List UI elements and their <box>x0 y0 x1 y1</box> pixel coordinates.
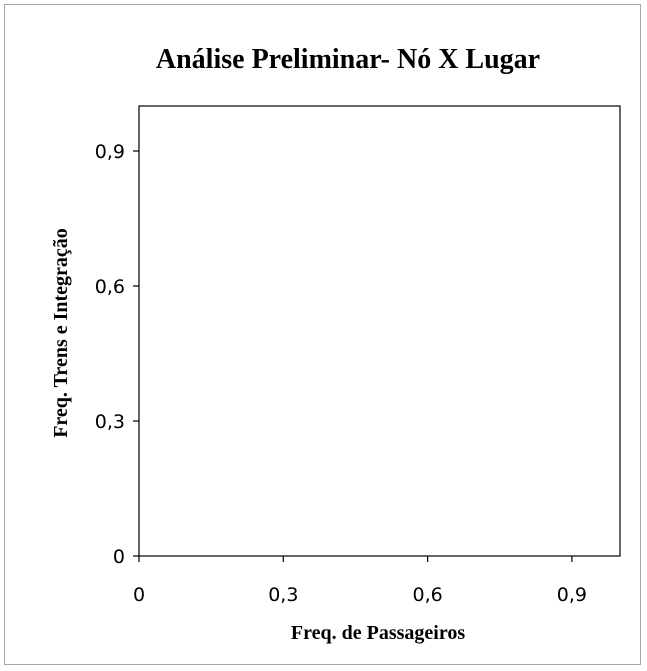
plot-area: 0 0,3 0,6 0,9 0 0,3 0,6 0,9 <box>95 105 621 606</box>
x-axis-ticks: 0 0,3 0,6 0,9 <box>133 556 587 606</box>
y-tick-label: 0,6 <box>95 276 125 298</box>
x-tick-label: 0 <box>133 584 145 606</box>
y-axis-ticks: 0 0,3 0,6 0,9 <box>95 141 139 568</box>
y-axis-title: Freq. Trens e Integração <box>50 228 72 438</box>
x-axis-title: Freq. de Passageiros <box>291 622 465 644</box>
y-tick-label: 0 <box>113 546 125 568</box>
chart-title: Análise Preliminar- Nó X Lugar <box>156 44 540 75</box>
y-tick-label: 0,9 <box>95 141 125 163</box>
chart-frame <box>4 4 641 665</box>
x-tick-label: 0,3 <box>268 584 298 606</box>
plot-area-border <box>138 105 621 557</box>
y-tick-label: 0,3 <box>95 411 125 433</box>
x-tick-label: 0,6 <box>412 584 442 606</box>
x-tick-label: 0,9 <box>557 584 587 606</box>
